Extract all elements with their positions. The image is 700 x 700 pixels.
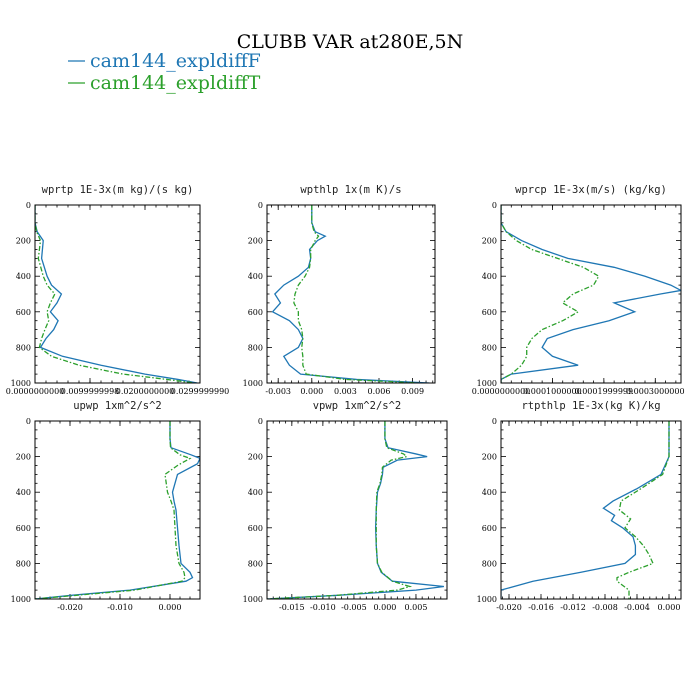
x-tick-label: 0.0003000000	[626, 387, 685, 396]
panel-title: wprcp 1E-3x(m/s) (kg/kg)	[515, 184, 667, 196]
x-tick-label: -0.005	[341, 603, 367, 612]
y-tick-label: 800	[248, 343, 263, 352]
chart-panel: wpthlp 1x(m K)/s 0 200 400 600 800 1000-0.003 0…	[243, 184, 436, 396]
y-tick-label: 200	[482, 237, 497, 246]
y-tick-label: 800	[16, 343, 31, 352]
x-tick-label: 0.0001000000	[523, 387, 582, 396]
series-line-expldiffT	[267, 421, 413, 599]
y-tick-label: 400	[482, 488, 497, 497]
legend-label: cam144_expldiffF	[90, 50, 261, 72]
chart-panel: rtpthlp 1E-3x(kg K)/kg02004006008001000-…	[477, 400, 682, 612]
y-tick-label: 1000	[243, 379, 263, 388]
chart-panel: vpwp 1xm^2/s^2 0 200 400 600 800 1000 -0.015 -0.…	[243, 400, 448, 612]
plot-frame	[34, 420, 201, 600]
y-tick-label: 400	[248, 272, 263, 281]
y-tick-label: 200	[16, 237, 31, 246]
x-tick-label: -0.020	[496, 603, 522, 612]
y-tick-label: 1000	[243, 595, 263, 604]
series-line-expldiffT	[293, 205, 419, 383]
x-tick-label: 0.003	[334, 387, 357, 396]
y-tick-label: 400	[482, 272, 497, 281]
series-line-expldiffF	[271, 205, 430, 383]
y-tick-label: 0	[26, 201, 31, 210]
x-tick-label: -0.010	[107, 603, 133, 612]
plot-frame	[266, 420, 448, 600]
y-tick-label: 600	[248, 308, 263, 317]
x-tick-label: 0.005	[405, 603, 428, 612]
y-tick-label: 800	[482, 343, 497, 352]
series-line-expldiffT	[35, 421, 192, 599]
y-tick-label: 400	[16, 488, 31, 497]
y-tick-label: 200	[482, 453, 497, 462]
y-tick-label: 600	[16, 524, 31, 533]
series-line-expldiffF	[267, 421, 444, 599]
x-tick-label: 0.000	[300, 387, 323, 396]
x-tick-label: 0.000	[658, 603, 681, 612]
y-tick-label: 600	[482, 524, 497, 533]
y-tick-label: 800	[16, 559, 31, 568]
x-tick-label: -0.016	[528, 603, 554, 612]
y-tick-label: 800	[482, 559, 497, 568]
plot-frame	[500, 420, 682, 600]
series-line-expldiffT	[35, 205, 195, 383]
plot-frame	[266, 204, 436, 384]
x-tick-label: 0.009	[401, 387, 424, 396]
chart-panels: wprtp 1E-3x(m kg)/(s kg) 0 200 400 600 800 100…	[6, 184, 685, 612]
y-tick-label: 1000	[11, 595, 31, 604]
y-tick-label: 600	[482, 308, 497, 317]
y-tick-label: 400	[248, 488, 263, 497]
y-tick-label: 1000	[11, 379, 31, 388]
x-tick-label: -0.003	[265, 387, 291, 396]
x-tick-label: 0.000	[159, 603, 182, 612]
chart-panel: wprcp 1E-3x(m/s) (kg/kg) 0 200 400 600 800 100…	[472, 184, 685, 396]
panel-title: rtpthlp 1E-3x(kg K)/kg	[521, 400, 660, 412]
chart-panel: wprtp 1E-3x(m kg)/(s kg) 0 200 400 600 800 100…	[6, 184, 230, 396]
x-tick-label: 0.0099999998	[61, 387, 120, 396]
panel-title: wprtp 1E-3x(m kg)/(s kg)	[42, 184, 194, 196]
y-tick-label: 0	[492, 201, 497, 210]
y-tick-label: 0	[26, 417, 31, 426]
x-tick-label: 0.0200000000	[116, 387, 175, 396]
y-tick-label: 200	[248, 453, 263, 462]
x-tick-label: -0.020	[57, 603, 83, 612]
x-tick-label: 0.0001999999	[575, 387, 634, 396]
x-tick-label: -0.010	[310, 603, 336, 612]
x-tick-label: -0.015	[279, 603, 305, 612]
plot-frame	[500, 204, 682, 384]
panel-title: vpwp 1xm^2/s^2	[313, 400, 402, 412]
x-tick-label: -0.012	[560, 603, 586, 612]
legend-label: cam144_expldiffT	[90, 72, 261, 94]
series-line-expldiffT	[616, 421, 670, 599]
y-tick-label: 800	[248, 559, 263, 568]
y-tick-label: 1000	[477, 595, 497, 604]
x-tick-label: 0.006	[368, 387, 391, 396]
series-line-expldiffF	[35, 421, 200, 599]
x-tick-label: 0.0000000000	[6, 387, 65, 396]
y-tick-label: 600	[248, 524, 263, 533]
y-tick-label: 600	[16, 308, 31, 317]
series-line-expldiffT	[501, 205, 600, 383]
x-tick-label: 0.000	[373, 603, 396, 612]
y-tick-label: 0	[258, 417, 263, 426]
y-tick-label: 200	[248, 237, 263, 246]
series-line-expldiffF	[501, 205, 681, 383]
x-tick-label: 0.0000000000	[472, 387, 531, 396]
y-tick-label: 400	[16, 272, 31, 281]
x-tick-label: -0.008	[592, 603, 618, 612]
y-tick-label: 1000	[477, 379, 497, 388]
panel-title: wpthlp 1x(m K)/s	[300, 184, 401, 196]
page-title: CLUBB VAR at280E,5N	[237, 31, 463, 53]
series-line-expldiffF	[501, 421, 670, 599]
panel-title: upwp 1xm^2/s^2	[73, 400, 162, 412]
y-tick-label: 0	[492, 417, 497, 426]
plot-frame	[34, 204, 201, 384]
y-tick-label: 0	[258, 201, 263, 210]
chart-panel: upwp 1xm^2/s^2 0 200 400 600 800 1000 -0.020 -0.…	[11, 400, 201, 612]
series-line-expldiffF	[35, 205, 198, 383]
x-tick-label: 0.0299999990	[171, 387, 230, 396]
y-tick-label: 200	[16, 453, 31, 462]
x-tick-label: -0.004	[624, 603, 650, 612]
